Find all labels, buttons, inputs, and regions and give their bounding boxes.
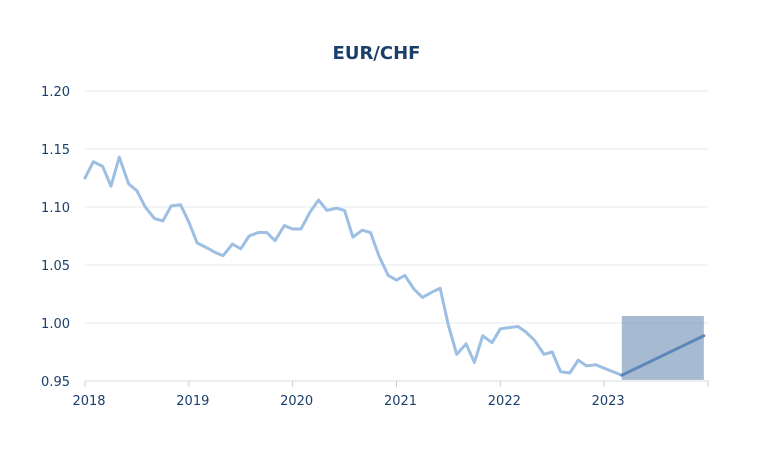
chart-title: EUR/CHF	[332, 43, 421, 64]
series-line-forecast	[620, 334, 706, 377]
y-tick-label: 0.95	[41, 375, 70, 390]
x-tick-label: 2023	[592, 394, 625, 409]
x-tick-label: 2019	[176, 394, 209, 409]
y-tick-label: 1.10	[41, 201, 70, 216]
y-tick-label: 1.00	[41, 317, 70, 332]
series-line-history	[83, 155, 624, 377]
x-tick-label: 2018	[72, 394, 105, 409]
x-tick-label: 2020	[280, 394, 313, 409]
x-tick-label: 2021	[384, 394, 417, 409]
y-tick-label: 1.05	[41, 259, 70, 274]
y-tick-label: 1.20	[41, 85, 70, 100]
x-tick-label: 2022	[488, 394, 521, 409]
y-tick-label: 1.15	[41, 143, 70, 158]
